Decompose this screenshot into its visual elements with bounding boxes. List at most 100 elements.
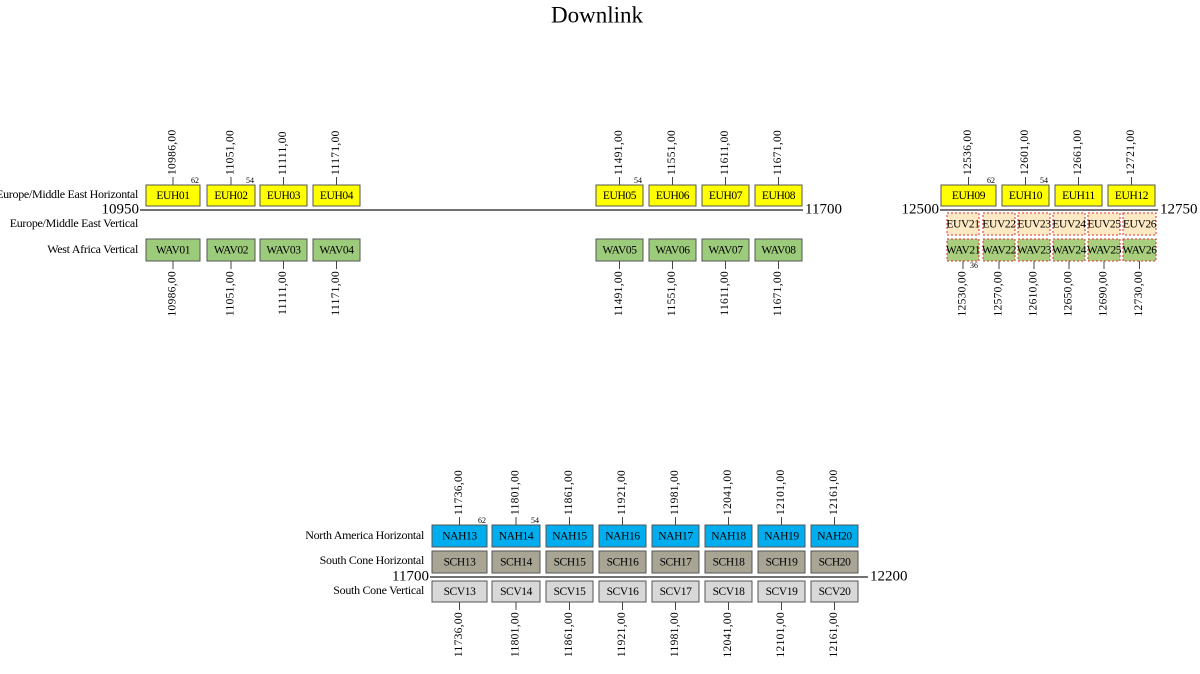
frequency: 12041,00 bbox=[722, 612, 734, 658]
transponder-label: SCV14 bbox=[500, 586, 533, 598]
frequency: 11051,00 bbox=[225, 130, 237, 175]
frequency: 11921,00 bbox=[616, 470, 628, 515]
frequency: 11111,00 bbox=[277, 131, 289, 175]
transponder-label: SCH18 bbox=[713, 557, 746, 569]
transponder-label: EUH10 bbox=[1009, 190, 1043, 202]
row-label: Europe/Middle East Vertical bbox=[10, 216, 139, 230]
transponder-box bbox=[1017, 212, 1051, 236]
transponder-label: SCH19 bbox=[766, 557, 799, 569]
frequency: 11051,00 bbox=[225, 271, 237, 316]
frequency: 11736,00 bbox=[453, 612, 465, 657]
row-label: North America Horizontal bbox=[305, 528, 425, 542]
transponder-label: NAH20 bbox=[817, 531, 852, 543]
transponder-label: SCV20 bbox=[819, 586, 852, 598]
transponder-label: SCH20 bbox=[819, 557, 852, 569]
frequency: 12161,00 bbox=[828, 612, 840, 658]
frequency: 11981,00 bbox=[669, 470, 681, 515]
frequency: 12721,00 bbox=[1125, 129, 1137, 175]
transponder-label: NAH15 bbox=[552, 531, 587, 543]
frequency: 10986,00 bbox=[167, 129, 179, 175]
transponder-box bbox=[982, 212, 1016, 236]
frequency: 11491,00 bbox=[613, 130, 625, 175]
frequency: 11611,00 bbox=[719, 271, 731, 316]
row-label: West Africa Vertical bbox=[47, 242, 139, 256]
transponder-label: EUV26 bbox=[1123, 219, 1157, 231]
transponder-label: SCH13 bbox=[444, 557, 477, 569]
frequency: 12101,00 bbox=[775, 469, 787, 515]
frequency: 11801,00 bbox=[510, 470, 522, 515]
frequency: 12601,00 bbox=[1019, 129, 1031, 175]
transponder-label: EUH08 bbox=[762, 190, 796, 202]
frequency: 12041,00 bbox=[722, 469, 734, 515]
transponder-label: SCV18 bbox=[713, 586, 746, 598]
frequency: 12690,00 bbox=[1098, 271, 1110, 317]
transponder-box bbox=[1122, 212, 1157, 236]
frequency: 11551,00 bbox=[666, 271, 678, 316]
transponder-box bbox=[704, 550, 753, 574]
transponder-label: WAV01 bbox=[156, 245, 191, 257]
transponder-label: NAH18 bbox=[711, 531, 746, 543]
frequency: 12610,00 bbox=[1028, 271, 1040, 317]
transponder-label: SCH14 bbox=[500, 557, 533, 569]
transponder-label: EUH12 bbox=[1115, 190, 1149, 202]
transponder-box bbox=[810, 550, 859, 574]
transponder-box bbox=[1087, 212, 1121, 236]
frequency: 11111,00 bbox=[277, 271, 289, 315]
transponder-label: EUV21 bbox=[946, 219, 980, 231]
transponder-label: SCV15 bbox=[554, 586, 587, 598]
transponder-label: EUH06 bbox=[656, 190, 690, 202]
frequency: 11736,00 bbox=[453, 470, 465, 515]
band-start: 10950 bbox=[102, 201, 140, 217]
transponder-label: EUV24 bbox=[1052, 219, 1086, 231]
transponder-label: SCV13 bbox=[444, 586, 477, 598]
transponder-label: WAV07 bbox=[708, 245, 743, 257]
frequency: 10986,00 bbox=[167, 271, 179, 317]
transponder-label: WAV08 bbox=[761, 245, 796, 257]
frequency: 12570,00 bbox=[993, 271, 1005, 317]
transponder-label: EUH05 bbox=[603, 190, 637, 202]
transponder-label: WAV22 bbox=[982, 245, 1017, 257]
frequency: 11921,00 bbox=[616, 612, 628, 657]
transponder-label: WAV06 bbox=[655, 245, 690, 257]
transponder-label: EUV25 bbox=[1087, 219, 1121, 231]
transponder-label: WAV24 bbox=[1052, 245, 1087, 257]
transponder-note: 54 bbox=[531, 516, 539, 525]
transponder-box bbox=[431, 550, 488, 574]
frequency: 12536,00 bbox=[962, 129, 974, 175]
frequency: 11551,00 bbox=[666, 130, 678, 175]
transponder-box bbox=[491, 550, 541, 574]
transponder-label: WAV04 bbox=[319, 245, 354, 257]
transponder-label: NAH17 bbox=[658, 531, 693, 543]
title: Downlink bbox=[551, 2, 644, 27]
band-end: 12750 bbox=[1160, 201, 1198, 217]
frequency: 12730,00 bbox=[1133, 271, 1145, 317]
transponder-label: SCV17 bbox=[660, 586, 693, 598]
transponder-box bbox=[598, 550, 647, 574]
transponder-label: WAV21 bbox=[946, 245, 981, 257]
transponder-label: EUH04 bbox=[320, 190, 354, 202]
row-label: South Cone Horizontal bbox=[320, 553, 425, 567]
row-label: Europe/Middle East Horizontal bbox=[0, 187, 139, 201]
transponder-label: NAH14 bbox=[499, 531, 534, 543]
transponder-box bbox=[1052, 212, 1086, 236]
transponder-label: SCV19 bbox=[766, 586, 799, 598]
transponder-label: EUH09 bbox=[952, 190, 986, 202]
frequency: 12530,00 bbox=[957, 271, 969, 317]
transponder-note: 36 bbox=[970, 261, 978, 270]
transponder-label: WAV25 bbox=[1087, 245, 1122, 257]
band-start: 11700 bbox=[392, 568, 429, 584]
frequency: 11171,00 bbox=[330, 130, 342, 175]
transponder-label: EUH07 bbox=[709, 190, 743, 202]
frequency: 11171,00 bbox=[330, 271, 342, 316]
transponder-label: NAH19 bbox=[764, 531, 799, 543]
transponder-label: NAH16 bbox=[605, 531, 640, 543]
transponder-label: EUV23 bbox=[1017, 219, 1051, 231]
frequency: 11861,00 bbox=[563, 612, 575, 657]
transponder-note: 62 bbox=[478, 516, 486, 525]
transponder-label: WAV02 bbox=[214, 245, 249, 257]
transponder-box bbox=[1122, 238, 1157, 262]
frequency: 12661,00 bbox=[1072, 129, 1084, 175]
transponder-label: NAH13 bbox=[442, 531, 477, 543]
transponder-note: 54 bbox=[246, 176, 254, 185]
